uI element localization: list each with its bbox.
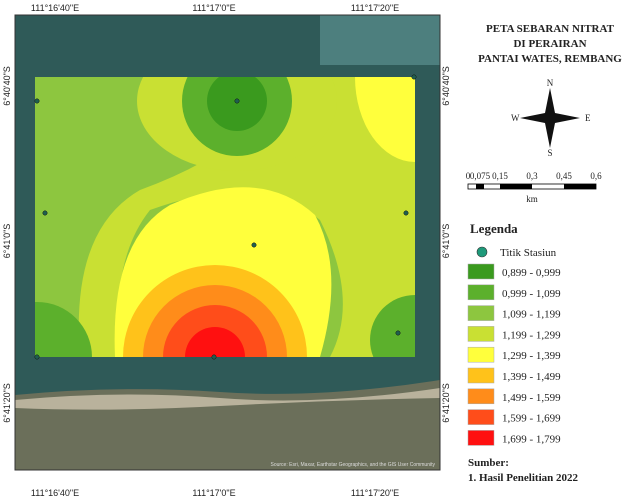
coord-label: 111°17'0"E	[192, 3, 235, 13]
coord-label: 6°41'20"S	[2, 383, 12, 423]
coord-label: 111°16'40"E	[31, 3, 79, 13]
legend-swatch	[468, 326, 494, 341]
legend-swatch	[468, 410, 494, 425]
coord-label: 6°40'40"S	[2, 66, 12, 106]
legend-swatch	[468, 389, 494, 404]
coord-label: 111°16'40"E	[31, 488, 79, 498]
legend-swatch	[468, 306, 494, 321]
legend-swatch	[468, 347, 494, 362]
legend-swatch	[468, 264, 494, 279]
station-symbol	[477, 247, 487, 257]
station	[252, 243, 256, 247]
attribution: Source: Esri, Maxar, Earthstar Geographi…	[270, 462, 435, 468]
legend-label: 0,999 - 1,099	[502, 288, 561, 300]
scale-label: 0,6	[590, 171, 602, 181]
legend-swatch	[468, 430, 494, 445]
scale-bar	[468, 184, 596, 189]
legend-label: 1,099 - 1,199	[502, 309, 561, 321]
title: PETA SEBARAN NITRAT	[486, 23, 615, 35]
scale-label: 0,45	[556, 171, 572, 181]
legend-label: 1,599 - 1,699	[502, 413, 561, 425]
coord-label: 111°17'0"E	[192, 488, 235, 498]
coord-label: 6°41'20"S	[441, 383, 451, 423]
legend-label: 1,499 - 1,599	[502, 392, 561, 404]
coord-label: 6°41'0"S	[2, 224, 12, 259]
station	[412, 75, 416, 79]
title: PANTAI WATES, REMBANG	[478, 53, 622, 65]
legend-label: 1,299 - 1,399	[502, 350, 561, 362]
coord-label: 111°17'20"E	[351, 488, 399, 498]
source-title: Sumber:	[468, 457, 509, 469]
scale-label: 0,3	[526, 171, 538, 181]
compass-n: N	[547, 78, 554, 88]
station	[212, 355, 216, 359]
compass-e: E	[585, 113, 591, 123]
coord-label: 111°17'20"E	[351, 3, 399, 13]
compass-s: S	[547, 148, 552, 158]
legend-swatch	[468, 368, 494, 383]
compass-w: W	[511, 113, 520, 123]
legend-station: Titik Stasiun	[500, 247, 557, 259]
scale-label: 0,15	[492, 171, 508, 181]
coord-label: 6°40'40"S	[441, 66, 451, 106]
legend-title: Legenda	[470, 221, 518, 236]
map-page: PETA SEBARAN NITRAT DI PERAIRAN PANTAI W…	[0, 0, 640, 502]
compass: N E S W	[511, 78, 591, 158]
station	[235, 99, 239, 103]
source-item: 1. Hasil Penelitian 2022	[468, 472, 579, 484]
title: DI PERAIRAN	[513, 38, 586, 50]
legend-label: 1,399 - 1,499	[502, 371, 561, 383]
legend-label: 1,199 - 1,299	[502, 329, 561, 341]
station	[43, 211, 47, 215]
legend-label: 0,899 - 0,999	[502, 267, 561, 279]
station	[35, 355, 39, 359]
scale-unit: km	[526, 194, 538, 204]
station	[35, 99, 39, 103]
legend-swatch	[468, 285, 494, 300]
scale-label: 0,075	[470, 171, 491, 181]
station	[404, 211, 408, 215]
station	[396, 331, 400, 335]
legend-label: 1,699 - 1,799	[502, 433, 561, 445]
coord-label: 6°41'0"S	[441, 224, 451, 259]
